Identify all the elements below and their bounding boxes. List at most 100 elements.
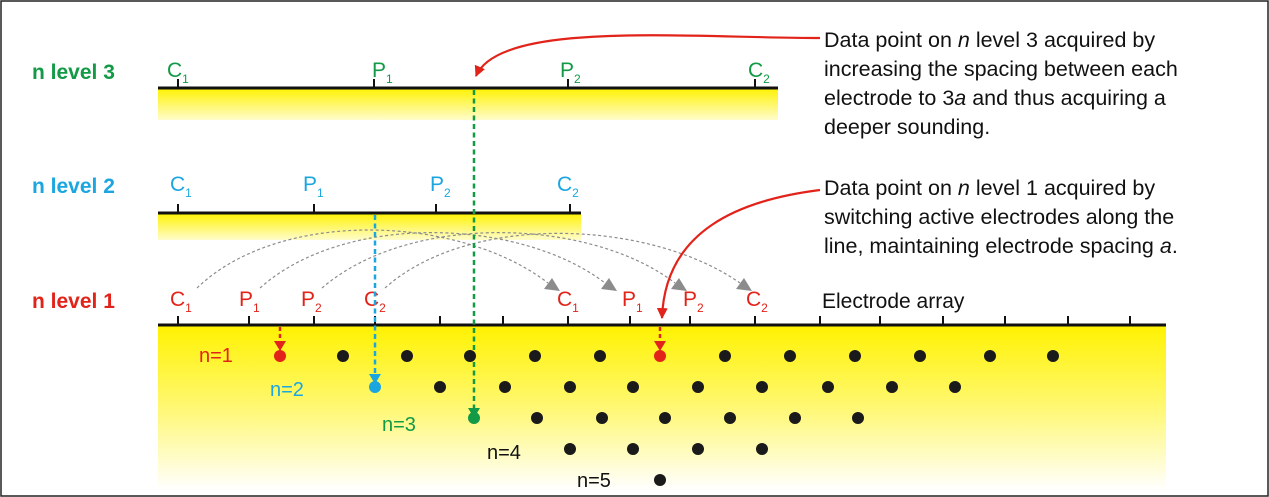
level1-p2-shifted-label: P2 — [683, 288, 704, 315]
level1-p2-label: P2 — [301, 288, 322, 315]
data-point — [401, 350, 413, 362]
annotation-level3-line2: increasing the spacing between each — [824, 57, 1178, 81]
level2-p1-label: P1 — [303, 173, 324, 200]
level1-p1-shifted-letter: P — [622, 288, 636, 311]
level3-c2-letter: C — [748, 59, 763, 82]
arrowhead-p2 — [671, 278, 687, 291]
level1-p2-letter: P — [301, 288, 315, 311]
arrowhead-c2 — [736, 278, 752, 291]
callout-arrow-bottom — [656, 188, 821, 320]
data-point — [529, 350, 541, 362]
data-point — [849, 350, 861, 362]
level3-p2-letter: P — [560, 59, 574, 82]
level1-c1-letter: C — [170, 288, 185, 311]
level3-label: n level 3 — [32, 61, 115, 84]
level3-c1-letter: C — [167, 59, 182, 82]
data-point — [789, 412, 801, 424]
n-label: n=2 — [270, 379, 304, 401]
electrode-array-label: Electrode array — [822, 290, 965, 313]
switch-arrow-p1 — [259, 232, 606, 289]
data-point — [369, 381, 381, 393]
n-label: n=3 — [382, 414, 416, 436]
level2-c2-letter: C — [557, 173, 572, 196]
level1-c2-shifted-letter: C — [746, 288, 761, 311]
data-point — [1047, 350, 1059, 362]
data-point — [756, 381, 768, 393]
switch-arrow-p2 — [321, 232, 676, 289]
level2-p1-subscript: 1 — [317, 186, 324, 200]
switch-arrow-c2 — [384, 232, 741, 289]
level3-p1-label: P1 — [372, 59, 393, 86]
data-point — [654, 350, 666, 362]
data-point — [654, 474, 666, 486]
data-point — [984, 350, 996, 362]
annotation-level1-line3: line, maintaining electrode spacing a. — [824, 234, 1178, 258]
data-point — [596, 412, 608, 424]
level1-label: n level 1 — [32, 290, 115, 313]
data-point — [719, 350, 731, 362]
level1-p1-label: P1 — [239, 288, 260, 315]
level1-c1-shifted-subscript: 1 — [572, 301, 579, 315]
n-label: n=4 — [487, 442, 521, 464]
level3-c1-subscript: 1 — [182, 72, 189, 86]
switching-arrows — [196, 229, 741, 289]
level1-c2-subscript: 2 — [379, 301, 386, 315]
data-point — [564, 381, 576, 393]
data-point — [564, 443, 576, 455]
level1-c2-shifted-subscript: 2 — [761, 301, 768, 315]
level1-c1-label: C1 — [170, 288, 192, 315]
data-point — [337, 350, 349, 362]
annotation-level3: Data point on n level 3 acquired by incr… — [824, 26, 1178, 142]
level1-p2-shifted-subscript: 2 — [697, 301, 704, 315]
data-point — [852, 412, 864, 424]
level2-c2-subscript: 2 — [572, 186, 579, 200]
level3-p1-subscript: 1 — [386, 72, 393, 86]
data-point — [659, 412, 671, 424]
level2-c2-label: C2 — [557, 173, 579, 200]
annotation-level3-line1: Data point on n level 3 acquired by — [824, 28, 1156, 52]
level2-label: n level 2 — [32, 175, 115, 198]
level1-ground — [158, 325, 1166, 490]
data-point — [531, 412, 543, 424]
level3-ground — [158, 88, 778, 120]
level1-c1-shifted-label: C1 — [557, 288, 579, 315]
annotation-level3-line4: deeper sounding. — [824, 115, 991, 139]
arrowhead-c1 — [544, 278, 560, 291]
level1-projection-right-head — [654, 341, 666, 351]
level1-c2-letter: C — [364, 288, 379, 311]
level1-c1-subscript: 1 — [185, 301, 192, 315]
level3-p1-letter: P — [372, 59, 386, 82]
level3-p2-subscript: 2 — [574, 72, 581, 86]
data-point — [434, 381, 446, 393]
level1-p2-shifted-letter: P — [683, 288, 697, 311]
level1-c2-shifted-label: C2 — [746, 288, 768, 315]
level1-p1-shifted-label: P1 — [622, 288, 643, 315]
level2-ground — [158, 213, 581, 240]
annotation-level1-line1: Data point on n level 1 acquired by — [824, 176, 1156, 200]
level3-p2-label: P2 — [560, 59, 581, 86]
level1-p1-shifted-subscript: 1 — [636, 301, 643, 315]
data-point — [692, 443, 704, 455]
callout-arrow-top — [474, 34, 821, 78]
level2-p1-letter: P — [303, 173, 317, 196]
level1-p2-subscript: 2 — [315, 301, 322, 315]
level2-c1-subscript: 1 — [185, 186, 192, 200]
data-point — [594, 350, 606, 362]
data-point — [464, 350, 476, 362]
data-point — [499, 381, 511, 393]
data-point — [692, 381, 704, 393]
data-point — [949, 381, 961, 393]
data-point — [724, 412, 736, 424]
data-point — [784, 350, 796, 362]
level2-p2-letter: P — [430, 173, 444, 196]
level3-c2-label: C2 — [748, 59, 770, 86]
level1-p1-letter: P — [239, 288, 253, 311]
data-point — [822, 381, 834, 393]
level2-c1-letter: C — [170, 173, 185, 196]
data-point — [756, 443, 768, 455]
level2-c1-label: C1 — [170, 173, 192, 200]
level2-projection-head — [369, 374, 381, 384]
data-point — [914, 350, 926, 362]
switch-arrow-c1 — [196, 229, 549, 289]
